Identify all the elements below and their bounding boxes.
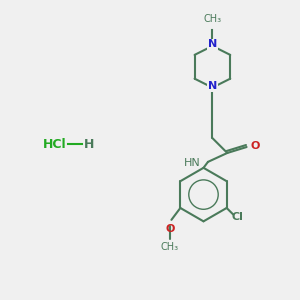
Text: N: N [208, 81, 217, 91]
Text: Cl: Cl [231, 212, 243, 222]
Text: CH₃: CH₃ [203, 14, 221, 24]
Text: CH₃: CH₃ [161, 242, 179, 252]
Text: H: H [84, 138, 94, 151]
Text: O: O [165, 224, 175, 234]
Text: O: O [250, 140, 260, 151]
Text: HCl: HCl [43, 138, 67, 151]
Text: N: N [208, 40, 217, 50]
Text: HN: HN [184, 158, 200, 168]
